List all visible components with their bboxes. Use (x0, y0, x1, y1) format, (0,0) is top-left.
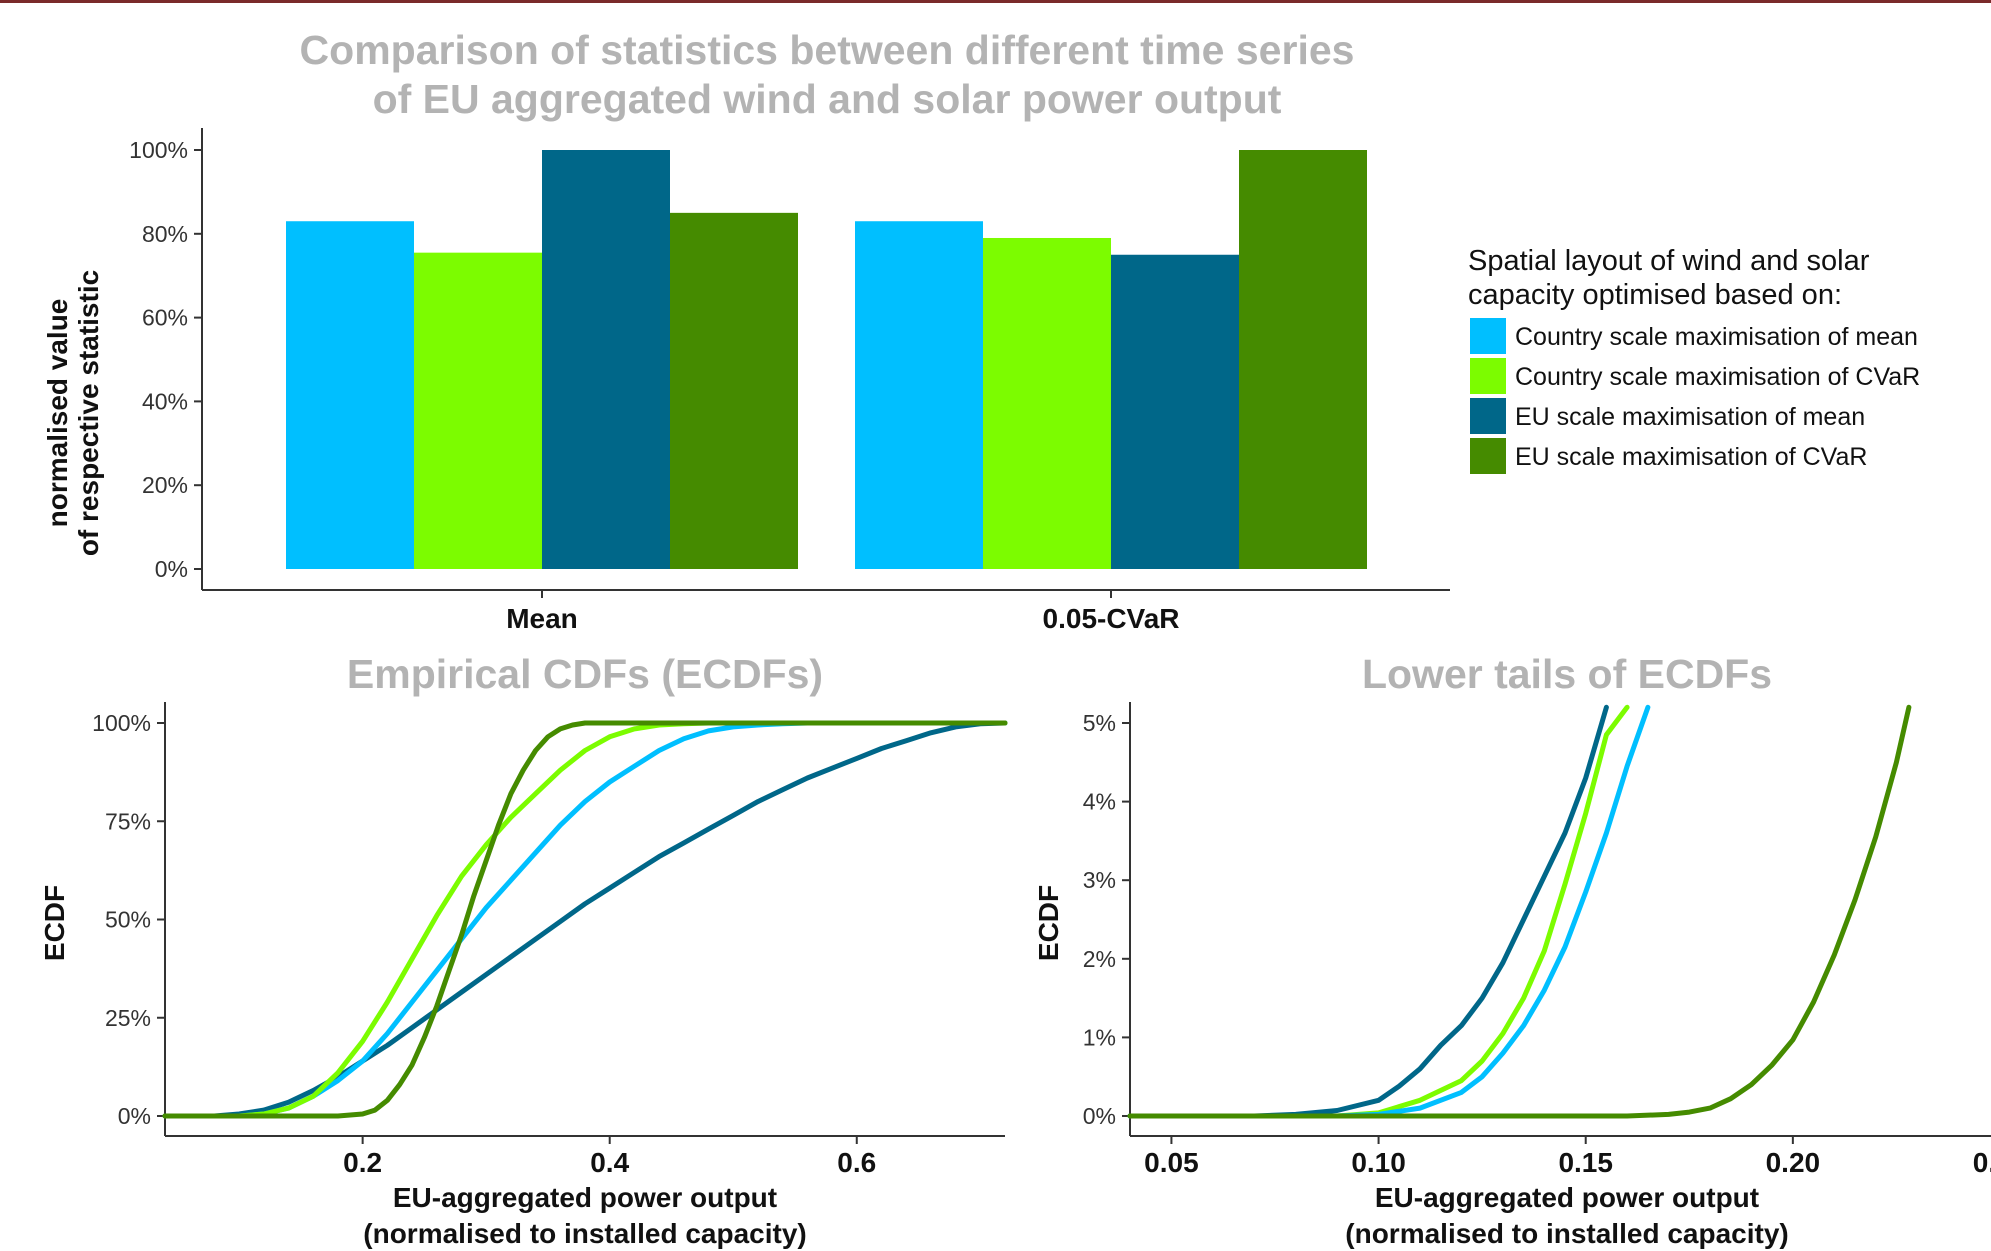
ecdf-chart-ytick-label: 75% (105, 808, 151, 834)
ecdf-chart-xtick-label: 0.6 (837, 1147, 876, 1178)
ecdf-chart-xlabel-line1: EU-aggregated power output (393, 1182, 777, 1213)
tail-chart-ytick-label: 0% (1083, 1103, 1116, 1129)
ecdf-chart-line-eu-cvar (162, 720, 1008, 1119)
tail-chart-line-country-mean (1127, 704, 1651, 1119)
ecdf-chart-line-country-cvar (162, 720, 1008, 1119)
tail-chart-xtick-label: 0.05 (1144, 1147, 1199, 1178)
tail-chart-ytick-label: 5% (1083, 710, 1116, 736)
tail-chart-xtick-label: 0.20 (1766, 1147, 1821, 1178)
ecdf-chart-ytick-label: 50% (105, 907, 151, 933)
legend-swatch-country-mean (1470, 318, 1506, 354)
bar-0-05-cvar-eu-cvar (1239, 150, 1367, 569)
tail-chart-xtick-label: 0.10 (1351, 1147, 1406, 1178)
ecdf-chart-line-eu-mean (162, 720, 1008, 1119)
legend: Spatial layout of wind and solar capacit… (1468, 245, 1920, 474)
ecdf-chart-xtick-label: 0.2 (343, 1147, 382, 1178)
bar-chart-ytick-label: 20% (142, 472, 188, 498)
bar-0-05-cvar-country-cvar (983, 237, 1111, 570)
ecdf-chart-title: Empirical CDFs (ECDFs) (347, 651, 823, 697)
tail-chart-ylabel: ECDF (1033, 885, 1064, 961)
tail-chart-ytick-label: 2% (1083, 946, 1116, 972)
ecdf-chart-ytick-label: 100% (92, 710, 151, 736)
bar-chart-ylabel-line2: of respective statistic (73, 270, 104, 556)
tail-chart-xlabel-line1: EU-aggregated power output (1375, 1182, 1759, 1213)
legend-label-country-mean: Country scale maximisation of mean (1515, 323, 1918, 351)
ecdf-chart-ytick-label: 25% (105, 1005, 151, 1031)
bar-0-05-cvar-eu-mean (1111, 254, 1239, 569)
legend-swatch-eu-cvar (1470, 438, 1506, 474)
bar-mean-country-cvar (414, 252, 542, 569)
ecdf-chart-ylabel: ECDF (39, 885, 70, 961)
bar-mean-eu-cvar (670, 212, 798, 569)
ecdf-chart-xtick-label: 0.4 (590, 1147, 629, 1178)
tail-chart-xtick-label: 0.15 (1558, 1147, 1613, 1178)
legend-swatch-country-cvar (1470, 358, 1506, 394)
bar-0-05-cvar-country-mean (855, 221, 983, 570)
ecdf-chart-xlabel-line2: (normalised to installed capacity) (363, 1218, 806, 1249)
bar-chart-title-line2: of EU aggregated wind and solar power ou… (373, 76, 1282, 122)
legend-label-eu-cvar: EU scale maximisation of CVaR (1515, 443, 1867, 471)
bar-chart-category-label: Mean (506, 603, 578, 634)
tail-chart-line-country-cvar (1127, 704, 1630, 1119)
tail-chart-xlabel-line2: (normalised to installed capacity) (1345, 1218, 1788, 1249)
ecdf-chart: Empirical CDFs (ECDFs) ECDF EU-aggregate… (39, 651, 1008, 1249)
tail-chart-ytick-label: 3% (1083, 867, 1116, 893)
bar-chart-category-label: 0.05-CVaR (1043, 603, 1180, 634)
top-border-line (0, 0, 1991, 3)
bar-chart: Comparison of statistics between differe… (42, 27, 1450, 634)
tail-chart-title: Lower tails of ECDFs (1362, 651, 1772, 697)
tail-chart-line-eu-mean (1127, 704, 1609, 1119)
bar-mean-eu-mean (542, 150, 670, 569)
tail-chart-ytick-label: 1% (1083, 1024, 1116, 1050)
legend-label-country-cvar: Country scale maximisation of CVaR (1515, 363, 1920, 391)
legend-title-line2: capacity optimised based on: (1468, 279, 1842, 311)
ecdf-chart-line-country-mean (162, 720, 1008, 1119)
legend-swatch-eu-mean (1470, 398, 1506, 434)
legend-title-line1: Spatial layout of wind and solar (1468, 245, 1870, 277)
tail-chart-xtick-label: 0.25 (1973, 1147, 1991, 1178)
bar-chart-title-line1: Comparison of statistics between differe… (300, 27, 1355, 73)
bar-mean-country-mean (286, 221, 414, 570)
legend-label-eu-mean: EU scale maximisation of mean (1515, 403, 1865, 431)
bar-chart-ylabel-line1: normalised value (42, 299, 73, 528)
tail-chart: Lower tails of ECDFs ECDF EU-aggregated … (1033, 651, 1991, 1249)
bar-chart-ytick-label: 0% (155, 556, 188, 582)
bar-chart-ytick-label: 100% (129, 137, 188, 163)
ecdf-chart-ytick-label: 0% (118, 1103, 151, 1129)
tail-chart-ytick-label: 4% (1083, 789, 1116, 815)
bar-chart-ytick-label: 60% (142, 305, 188, 331)
bar-chart-ytick-label: 40% (142, 388, 188, 414)
bar-chart-ytick-label: 80% (142, 221, 188, 247)
tail-chart-line-eu-cvar (1127, 704, 1912, 1119)
